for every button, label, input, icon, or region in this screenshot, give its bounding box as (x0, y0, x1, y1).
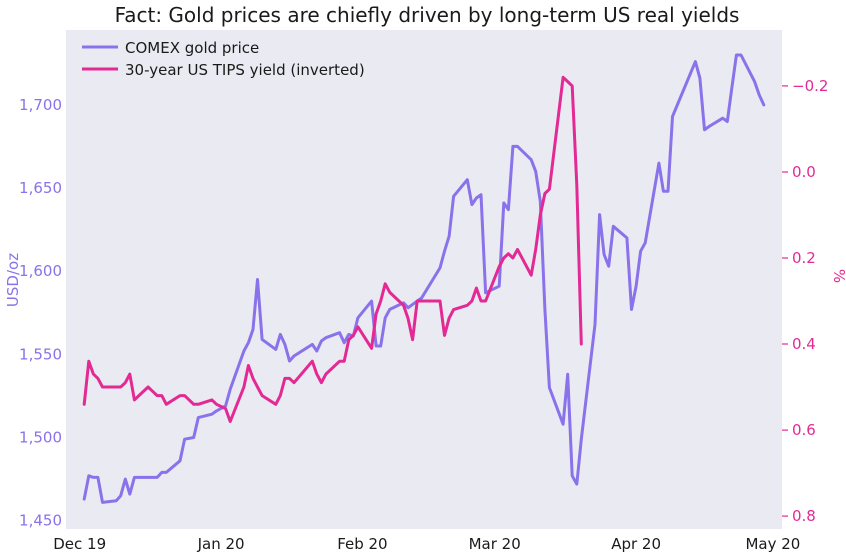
legend-label-gold: COMEX gold price (125, 39, 259, 57)
left-y-tick-label: 1,700 (19, 96, 62, 114)
left-y-axis-ticks: 1,450 1,500 1,550 1,600 1,650 1,700 (19, 96, 62, 530)
right-y-axis-ticks: −0.2 0.0 0.2 0.4 0.6 0.8 (782, 77, 828, 525)
legend-label-tips: 30-year US TIPS yield (inverted) (125, 61, 365, 79)
x-tick-label: Apr 20 (611, 535, 661, 553)
chart-title: Fact: Gold prices are chiefly driven by … (115, 3, 740, 27)
right-y-axis-label: % (830, 269, 846, 283)
left-y-tick-label: 1,550 (19, 345, 62, 363)
right-y-tick-label: 0.0 (792, 163, 816, 181)
x-tick-label: Dec 19 (53, 535, 106, 553)
series-layer (82, 53, 766, 504)
x-tick-label: Feb 20 (337, 535, 387, 553)
right-y-tick-label: 0.6 (792, 421, 816, 439)
right-y-tick-label: 0.8 (792, 507, 816, 525)
x-axis-ticks: Dec 19 Jan 20 Feb 20 Mar 20 Apr 20 May 20 (53, 535, 800, 553)
legend: COMEX gold price 30-year US TIPS yield (… (82, 39, 365, 79)
x-tick-label: Mar 20 (469, 535, 521, 553)
left-y-tick-label: 1,600 (19, 262, 62, 280)
tips-yield-line (82, 75, 583, 423)
left-y-tick-label: 1,500 (19, 429, 62, 447)
left-y-tick-label: 1,650 (19, 179, 62, 197)
right-y-tick-label: 0.4 (792, 335, 816, 353)
left-y-axis-label: USD/oz (4, 253, 22, 307)
plot-area (66, 30, 782, 529)
x-tick-label: Jan 20 (197, 535, 245, 553)
left-y-tick-label: 1,450 (19, 512, 62, 530)
gold-price-line (82, 53, 766, 504)
right-y-tick-label: 0.2 (792, 249, 816, 267)
x-tick-label: May 20 (745, 535, 800, 553)
right-y-tick-label: −0.2 (792, 77, 828, 95)
